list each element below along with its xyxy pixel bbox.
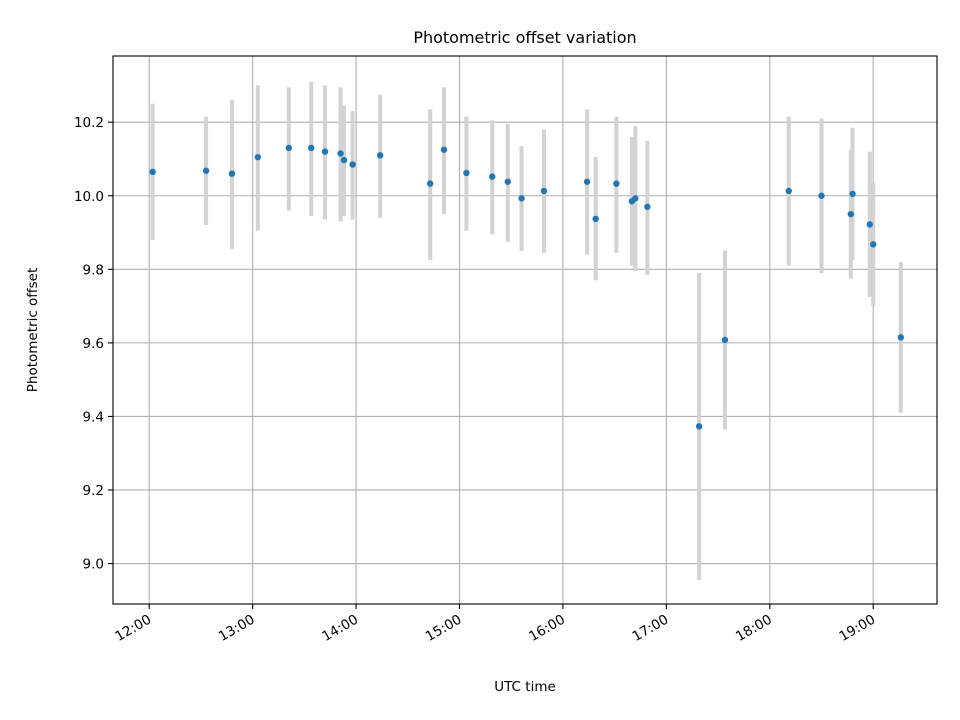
data-point [440, 146, 448, 153]
y-tick-label: 10.2 [74, 115, 104, 131]
data-point [349, 161, 356, 168]
y-tick-label: 10.0 [74, 189, 104, 205]
data-point [632, 195, 639, 202]
y-tick-label: 9.4 [83, 409, 104, 425]
data-point [285, 144, 293, 152]
data-point [254, 153, 262, 161]
grid [113, 56, 937, 604]
x-axis-label: UTC time [494, 679, 556, 695]
data-points [149, 144, 904, 430]
data-point [870, 241, 877, 248]
data-point [340, 156, 348, 164]
y-tick-label: 9.8 [83, 262, 104, 278]
data-point [613, 180, 620, 187]
chart-title: Photometric offset variation [413, 28, 636, 47]
y-axis-label: Photometric offset [25, 268, 41, 392]
data-point [504, 178, 511, 185]
data-point [866, 221, 873, 228]
y-tick-label: 9.2 [83, 483, 104, 499]
y-tick-label: 9.0 [83, 557, 104, 573]
y-tick-label: 9.6 [83, 336, 104, 352]
data-point [818, 192, 825, 199]
data-point [149, 168, 156, 176]
data-point [897, 334, 904, 341]
data-point [376, 152, 384, 159]
data-point [695, 423, 703, 430]
data-point [228, 170, 236, 177]
data-point [785, 187, 792, 195]
data-point [463, 169, 470, 177]
data-point [644, 203, 651, 210]
data-point [721, 336, 729, 344]
data-point [337, 150, 344, 157]
data-point [489, 173, 496, 180]
data-point [849, 190, 856, 198]
data-point [518, 195, 525, 202]
plot-frame [112, 55, 938, 605]
data-point [426, 180, 434, 187]
data-point [583, 178, 591, 185]
data-point [308, 144, 315, 152]
data-point [321, 148, 329, 155]
data-point [592, 215, 599, 223]
data-point [540, 187, 548, 195]
data-point [202, 167, 210, 174]
data-point [847, 210, 855, 218]
